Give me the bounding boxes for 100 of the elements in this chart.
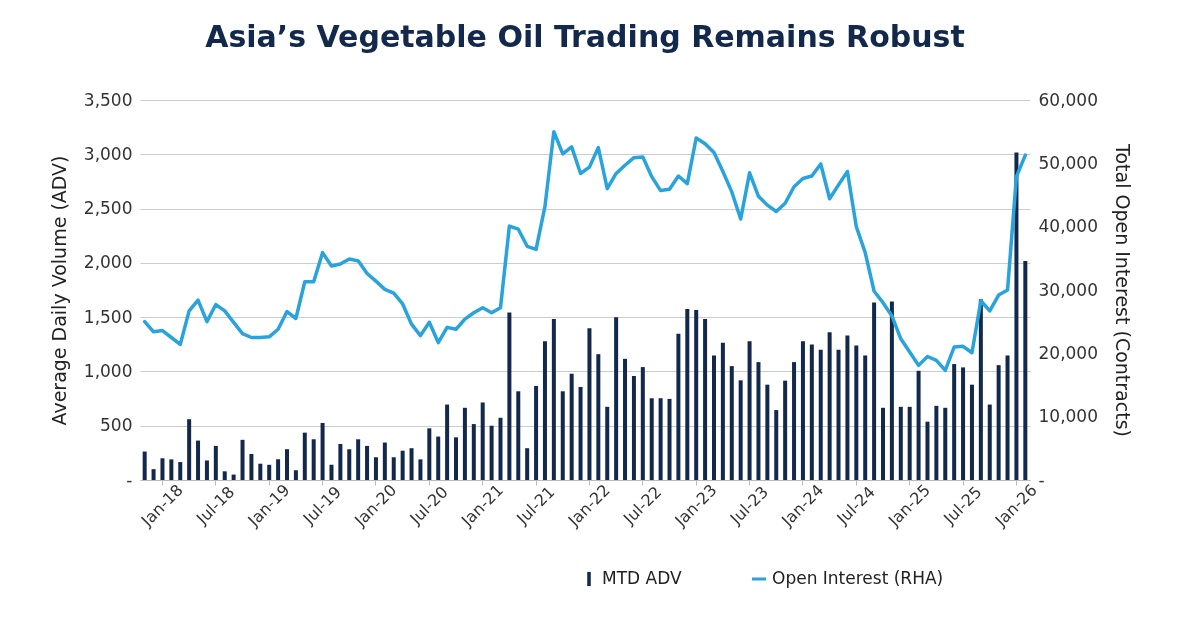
bar [276, 459, 281, 480]
bar [898, 406, 903, 480]
bar [169, 459, 174, 480]
y2-tick-label: 50,000 [1038, 152, 1098, 173]
bar [800, 341, 805, 480]
y-tick-label: 1,500 [83, 306, 133, 327]
bar [818, 349, 823, 480]
bar [489, 425, 494, 480]
bar [640, 367, 645, 480]
bar [267, 464, 272, 480]
bar [916, 370, 921, 480]
bar [507, 312, 512, 480]
bar [676, 333, 681, 480]
bar [863, 355, 868, 480]
bar [969, 384, 974, 480]
bar [293, 470, 298, 480]
bar [961, 367, 966, 480]
bar [907, 406, 912, 480]
bar [631, 375, 636, 480]
y-tick-label: 3,000 [83, 143, 133, 164]
bar [809, 344, 814, 480]
y2-tick-label: - [1038, 469, 1045, 490]
bar [249, 453, 254, 480]
bar [436, 436, 441, 480]
bar [694, 310, 699, 480]
bar [747, 341, 752, 480]
bar [338, 443, 343, 480]
bar [881, 407, 885, 480]
bar [854, 345, 859, 480]
chart-title: Asia’s Vegetable Oil Trading Remains Robust [205, 19, 965, 54]
bar [596, 354, 601, 480]
bar [498, 417, 503, 480]
bar [462, 407, 467, 480]
bar [987, 404, 992, 480]
bar [605, 406, 610, 480]
bar [729, 366, 734, 480]
bar [845, 335, 850, 480]
bar [720, 342, 725, 480]
bar [445, 404, 450, 480]
bar [285, 449, 289, 480]
bar [329, 464, 334, 480]
bar [978, 299, 983, 480]
bar [560, 391, 565, 480]
bar [382, 442, 387, 480]
bar [943, 407, 948, 480]
line-series [142, 129, 1028, 373]
bar [952, 364, 957, 480]
bar [373, 457, 378, 480]
y-tick-label: 3,500 [83, 89, 133, 110]
bar [1023, 261, 1028, 480]
bar [836, 349, 841, 480]
bar [365, 445, 370, 480]
bar [534, 385, 539, 480]
y2-tick-label: 20,000 [1038, 342, 1098, 363]
bar [623, 358, 628, 480]
bar [391, 457, 396, 480]
bar [765, 384, 770, 480]
bar [222, 471, 227, 480]
bar [1014, 152, 1019, 480]
bar [738, 380, 743, 480]
bar [934, 405, 939, 480]
legend-label: Open Interest (RHA) [772, 568, 944, 588]
bar [160, 458, 165, 480]
bar [471, 424, 476, 480]
y2-tick-label: 40,000 [1038, 216, 1098, 237]
y2-tick-label: 60,000 [1038, 89, 1098, 110]
y-tick-label: 2,500 [83, 198, 133, 219]
bar [240, 439, 245, 480]
bar [187, 419, 192, 480]
bar [196, 440, 201, 480]
bar [204, 460, 209, 480]
legend-label: MTD ADV [602, 568, 682, 588]
bar [578, 386, 583, 480]
bar [649, 398, 654, 480]
bar [774, 410, 779, 480]
bar [320, 423, 325, 480]
y2-tick-label: 30,000 [1038, 279, 1098, 300]
bar [569, 373, 574, 480]
bar [213, 445, 218, 480]
bar [783, 380, 788, 480]
bar [231, 474, 236, 480]
bar [516, 391, 521, 480]
y-tick-label: 1,000 [83, 360, 133, 381]
bar [427, 428, 432, 480]
bar [347, 449, 352, 480]
bar [542, 341, 547, 480]
bar [151, 469, 156, 480]
bar [996, 365, 1001, 480]
bar [889, 301, 894, 480]
bar [356, 439, 361, 480]
bar [667, 398, 672, 480]
bar [614, 317, 619, 480]
y-tick-label: 500 [100, 415, 133, 436]
bar [756, 362, 761, 480]
bar [400, 450, 405, 480]
y-axis-title: Average Daily Volume (ADV) [47, 155, 70, 426]
bar [872, 302, 877, 480]
y2-tick-label: 10,000 [1038, 406, 1098, 427]
bar [551, 319, 556, 480]
bar [142, 451, 147, 480]
